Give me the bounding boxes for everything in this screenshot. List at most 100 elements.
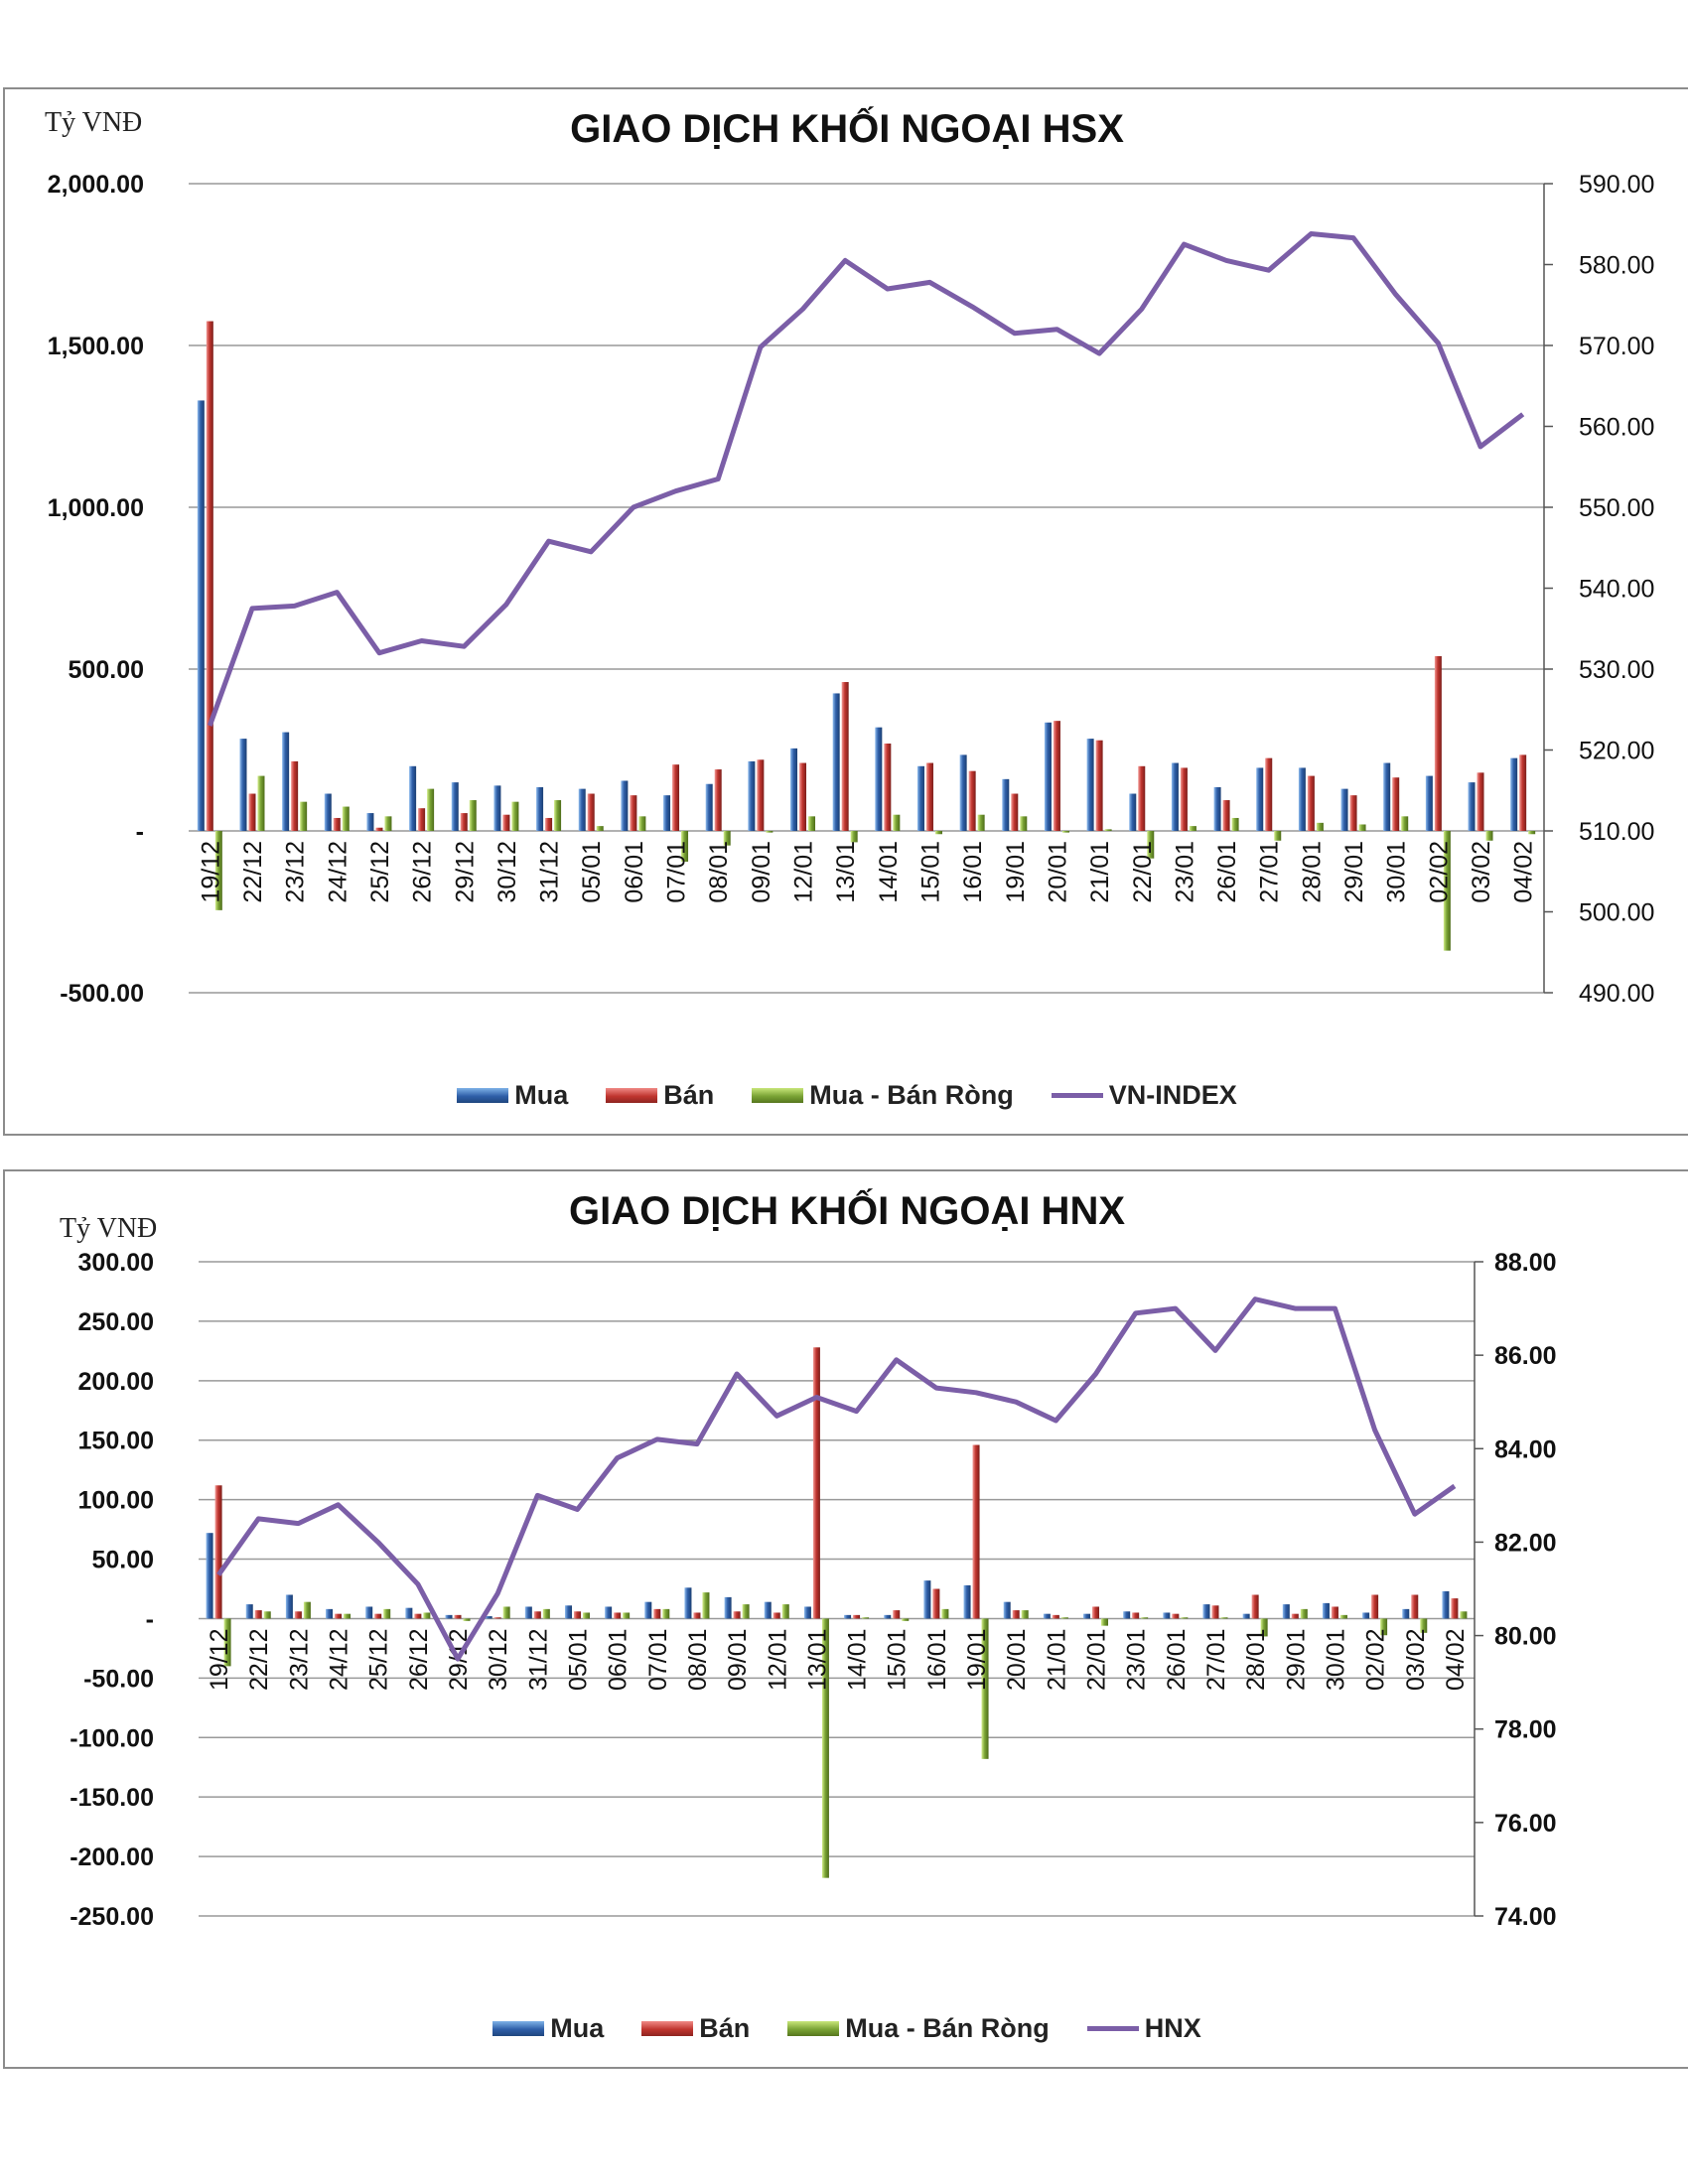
y-tick-label: 2,000.00 <box>48 171 144 199</box>
hnx-chart-title: GIAO DỊCH KHỐI NGOẠI HNX <box>568 1189 1126 1233</box>
bar-mua-b-n-r-ng <box>263 1611 271 1619</box>
legend-item-ban: Bán <box>606 1080 714 1111</box>
x-tick-label: 16/01 <box>923 1628 951 1691</box>
bar-b-n <box>333 817 341 831</box>
bar-b-n <box>1371 1594 1379 1619</box>
bar-b-n <box>1053 721 1060 831</box>
bar-mua-b-n-r-ng <box>300 801 308 831</box>
bar-mua <box>1242 1613 1250 1619</box>
bar-mua-b-n-r-ng <box>1020 816 1028 831</box>
y2-tick-label: 84.00 <box>1494 1435 1557 1463</box>
y2-tick-label: 490.00 <box>1579 980 1654 1008</box>
bar-mua-b-n-r-ng <box>850 831 858 843</box>
bar-mua <box>1340 788 1348 831</box>
bar-mua-b-n-r-ng <box>1021 1610 1029 1619</box>
bar-b-n <box>418 808 426 831</box>
x-tick-label: 12/01 <box>790 841 818 903</box>
x-tick-label: 23/12 <box>282 841 310 903</box>
y2-tick-label: 74.00 <box>1494 1903 1557 1931</box>
bar-mua-b-n-r-ng <box>1274 831 1282 841</box>
bar-mua-b-n-r-ng <box>638 816 646 831</box>
bar-mua-b-n-r-ng <box>423 1612 431 1619</box>
x-tick-label: 02/02 <box>1362 1628 1390 1691</box>
bar-mua-b-n-r-ng <box>384 816 392 831</box>
bar-mua <box>1362 1612 1370 1619</box>
legend-swatch-mua <box>492 2021 545 2036</box>
bar-mua-b-n-r-ng <box>1141 1617 1149 1619</box>
y2-tick-label: 76.00 <box>1494 1810 1557 1838</box>
bar-mua <box>724 1596 732 1619</box>
bar-b-n <box>1011 793 1019 831</box>
x-tick-label: 07/01 <box>644 1628 672 1691</box>
legend-label-ban: Bán <box>663 1080 715 1110</box>
y-tick-label: -200.00 <box>70 1843 154 1871</box>
bar-mua-b-n-r-ng <box>1485 831 1493 841</box>
bar-b-n <box>248 793 256 831</box>
bar-mua-b-n-r-ng <box>303 1601 311 1619</box>
bar-b-n <box>1095 740 1103 831</box>
bar-mua-b-n-r-ng <box>342 806 350 831</box>
bar-b-n <box>375 827 383 831</box>
x-tick-label: 20/01 <box>1044 841 1071 903</box>
bar-b-n <box>254 1610 262 1619</box>
x-tick-label: 14/01 <box>844 1628 872 1691</box>
y2-tick-label: 88.00 <box>1494 1249 1557 1277</box>
bar-mua <box>365 1606 373 1619</box>
x-tick-label: 23/01 <box>1171 841 1198 903</box>
bar-b-n <box>1519 754 1527 831</box>
bar-mua <box>1442 1590 1450 1619</box>
x-tick-label: 22/01 <box>1129 841 1157 903</box>
bar-mua <box>445 1614 453 1619</box>
bar-mua <box>493 785 501 831</box>
x-tick-label: 31/12 <box>536 841 564 903</box>
y-tick-label: 200.00 <box>78 1368 154 1396</box>
hnx-unit-label: Tỷ VNĐ <box>60 1213 158 1244</box>
bar-b-n <box>972 1444 980 1619</box>
bar-b-n <box>1265 757 1273 831</box>
hsx-chart-title: GIAO DỊCH KHỐI NGOẠI HSX <box>570 107 1124 151</box>
bar-b-n <box>853 1614 861 1619</box>
bar-mua <box>324 793 332 831</box>
bar-mua-b-n-r-ng <box>554 800 562 831</box>
bar-mua-b-n-r-ng <box>214 831 222 910</box>
bar-mua-b-n-r-ng <box>702 1592 710 1619</box>
bar-mua <box>326 1608 334 1619</box>
bar-mua <box>564 1605 572 1619</box>
x-tick-label: 19/01 <box>1002 841 1030 903</box>
bar-b-n <box>1392 777 1400 831</box>
bar-b-n <box>1172 1613 1180 1619</box>
bar-mua-b-n-r-ng <box>344 1613 352 1619</box>
bar-mua-b-n-r-ng <box>1260 1618 1268 1637</box>
bar-mua-b-n-r-ng <box>662 1608 670 1619</box>
x-tick-label: 22/12 <box>239 841 267 903</box>
bar-b-n <box>693 1612 701 1619</box>
bar-b-n <box>1138 765 1146 831</box>
bar-mua-b-n-r-ng <box>1339 1614 1347 1619</box>
y-tick-label: - <box>136 818 144 846</box>
bar-b-n <box>214 1485 222 1619</box>
x-tick-label: 20/01 <box>1003 1628 1031 1691</box>
bar-mua-b-n-r-ng <box>1101 1618 1109 1626</box>
bar-mua <box>1002 778 1010 831</box>
bar-mua <box>1510 757 1518 831</box>
bar-b-n <box>587 793 595 831</box>
bar-mua <box>536 786 544 831</box>
bar-mua <box>1123 1611 1131 1619</box>
y-tick-label: -150.00 <box>70 1784 154 1812</box>
bar-mua-b-n-r-ng <box>723 831 731 846</box>
bar-b-n <box>454 1614 462 1619</box>
bar-b-n <box>932 1588 940 1619</box>
bar-mua-b-n-r-ng <box>902 1618 910 1621</box>
y-tick-label: 1,500.00 <box>48 333 144 360</box>
bar-mua-b-n-r-ng <box>808 816 816 831</box>
bar-mua-b-n-r-ng <box>941 1608 949 1619</box>
bar-b-n <box>291 760 299 831</box>
x-tick-label: 06/01 <box>621 841 648 903</box>
y2-tick-label: 540.00 <box>1579 576 1654 604</box>
legend-item-rong: Mua - Bán Ròng <box>752 1080 1014 1111</box>
bar-mua <box>245 1604 253 1619</box>
y2-tick-label: 580.00 <box>1579 252 1654 280</box>
x-tick-label: 22/12 <box>245 1628 273 1691</box>
bar-b-n <box>773 1612 780 1619</box>
hnx-chart-plot: -250.00-200.00-150.00-100.00-50.00-50.00… <box>70 1249 1557 1931</box>
